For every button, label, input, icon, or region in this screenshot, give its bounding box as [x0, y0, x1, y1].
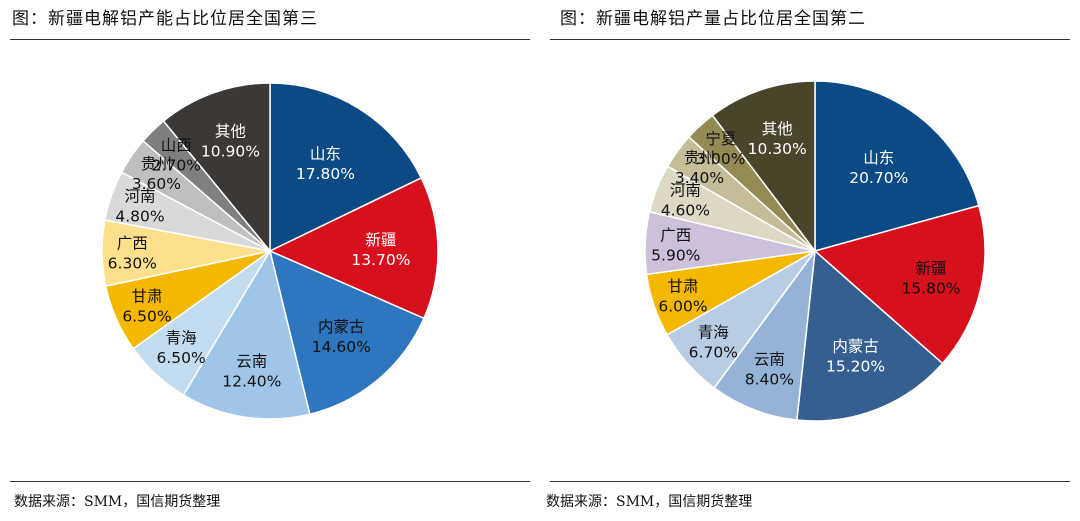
slice-label: 宁夏	[705, 130, 737, 148]
top-divider	[550, 39, 1070, 40]
pie-chart-capacity: 山东 17.80% 新疆 13.70% 内蒙古 14.60% 云南 12.40% 青海 6.50%…	[101, 82, 439, 420]
slice-value-label: 3.00%	[696, 150, 745, 168]
slice-label: 贵州	[141, 155, 172, 173]
slice-value-label: 6.50%	[156, 349, 205, 367]
pie-slice-1	[268, 176, 439, 320]
slice-label: 内蒙古	[832, 338, 879, 356]
data-source: 数据来源：SMM，国信期货整理	[14, 494, 221, 510]
pie-slice-10	[162, 82, 271, 254]
slice-value-label: 6.30%	[108, 255, 157, 273]
chart-title: 图：新疆电解铝产量占比位居全国第二	[560, 9, 866, 29]
pie-slice-10	[711, 80, 816, 254]
slice-value-label: 13.70%	[351, 251, 410, 269]
slice-value-label: 20.70%	[849, 169, 908, 187]
slice-value-label: 2.70%	[152, 157, 201, 175]
slice-value-label: 12.40%	[222, 373, 281, 391]
slice-label: 贵州	[684, 149, 715, 167]
pie-slice-2	[796, 249, 944, 422]
slice-value-label: 5.90%	[651, 246, 700, 264]
slice-value-label: 4.80%	[115, 208, 164, 226]
slice-value-label: 3.60%	[132, 175, 181, 193]
chart-title: 图：新疆电解铝产能占比位居全国第三	[12, 9, 318, 29]
slice-label: 河南	[124, 188, 155, 206]
slice-value-label: 8.40%	[745, 370, 794, 388]
top-divider	[10, 39, 530, 40]
pie-slice-3	[182, 249, 311, 420]
slice-value-label: 17.80%	[296, 165, 355, 183]
pie-slice-3	[713, 248, 817, 421]
slice-value-label: 10.30%	[748, 140, 807, 158]
slice-label: 河南	[670, 182, 701, 200]
slice-label: 山西	[161, 137, 192, 155]
slice-label: 新疆	[365, 231, 396, 249]
pie-slice-2	[268, 249, 425, 416]
slice-value-label: 14.60%	[312, 338, 371, 356]
slice-value-label: 6.50%	[122, 307, 171, 325]
chart-panel-capacity: 图：新疆电解铝产能占比位居全国第三 山东 17.80% 新疆 13.70% 内蒙古 14.…	[10, 9, 530, 510]
slice-value-label: 15.80%	[901, 280, 960, 298]
slice-value-label: 3.40%	[675, 169, 724, 187]
slice-label: 其他	[762, 120, 793, 138]
bottom-divider	[550, 481, 1070, 482]
chart-panel-output: 图：新疆电解铝产量占比位居全国第二 山东 20.70% 新疆 15.80% 内蒙古 15.…	[540, 0, 1080, 521]
slice-value-label: 10.90%	[201, 142, 260, 160]
slice-value-label: 6.70%	[689, 343, 738, 361]
slice-label: 广西	[660, 226, 691, 244]
pie-slice-0	[269, 82, 423, 253]
slice-label: 青海	[166, 329, 197, 347]
slice-label: 山东	[310, 145, 341, 163]
slice-value-label: 15.20%	[826, 358, 885, 376]
slice-value-label: 6.00%	[658, 298, 707, 316]
pie-chart-output: 山东 20.70% 新疆 15.80% 内蒙古 15.20% 云南 8.40% 青海 6.70% 甘…	[644, 80, 986, 422]
slice-label: 青海	[698, 323, 729, 341]
bottom-divider	[10, 481, 530, 482]
slice-label: 山东	[863, 149, 894, 167]
slice-label: 内蒙古	[318, 318, 365, 336]
slice-label: 其他	[215, 122, 246, 140]
slice-label: 甘肃	[667, 278, 698, 296]
slice-label: 云南	[754, 350, 785, 368]
pie-slice-1	[813, 204, 986, 365]
slice-label: 广西	[117, 235, 148, 253]
slice-label: 云南	[236, 353, 267, 371]
slice-label: 新疆	[915, 260, 946, 278]
pie-slice-0	[814, 80, 980, 252]
slice-value-label: 4.60%	[661, 202, 710, 220]
data-source: 数据来源：SMM，国信期货整理	[546, 494, 753, 510]
slice-label: 甘肃	[131, 287, 162, 305]
